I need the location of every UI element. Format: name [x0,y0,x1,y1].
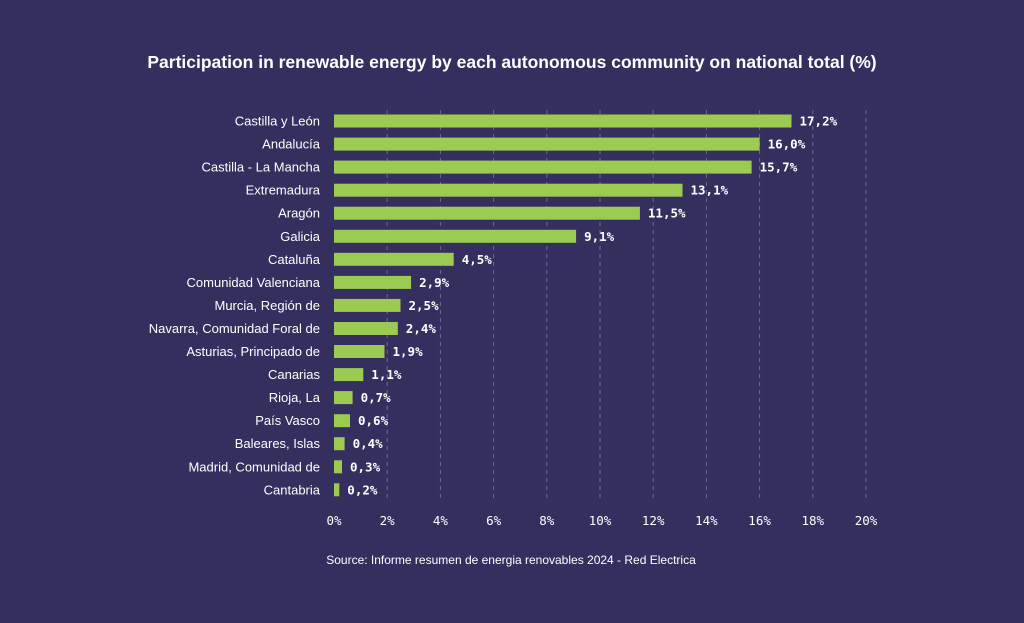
value-label: 2,9% [419,275,450,290]
category-label: Galicia [280,229,321,244]
value-label: 2,5% [409,298,440,313]
category-label: Madrid, Comunidad de [188,459,320,474]
category-label: Castilla y León [235,114,320,129]
category-label: Baleares, Islas [235,436,321,451]
x-tick-label: 4% [433,513,449,528]
value-label: 9,1% [584,229,615,244]
bar [334,252,454,266]
value-label: 17,2% [800,114,838,129]
grid-lines [386,110,867,501]
bar [334,206,640,220]
bar [334,275,412,289]
category-label: Castilla - La Mancha [202,160,321,175]
category-label: Canarias [268,367,321,382]
value-label: 1,9% [393,344,424,359]
x-axis-tick-labels: 0% 2% 4% 6% 8% 10% 12% 14% 16% 18% 20% [326,513,877,528]
category-label: Cataluña [268,252,321,267]
value-label: 16,0% [768,137,806,152]
value-label: 13,1% [691,183,729,198]
category-label: Andalucía [262,137,321,152]
x-tick-label: 2% [380,513,396,528]
category-label: Murcia, Región de [215,298,321,313]
value-label: 0,3% [350,459,381,474]
bar [334,137,760,151]
x-tick-label: 18% [802,513,825,528]
value-label: 11,5% [648,206,686,221]
category-labels: Castilla y León Andalucía Castilla - La Ma… [149,114,321,498]
value-labels: 17,2% 16,0% 15,7% 13,1% 11,5% 9,1% 4,5% 2,9% 2,5… [347,114,837,498]
value-label: 0,4% [353,436,384,451]
category-label: Comunidad Valenciana [187,275,321,290]
value-label: 0,7% [361,390,392,405]
source-note: Source: Informe resumen de energia renov… [326,553,696,567]
bar [334,414,350,428]
x-tick-label: 20% [855,513,878,528]
x-tick-label: 16% [748,513,771,528]
value-label: 4,5% [462,252,493,267]
x-tick-label: 0% [326,513,342,528]
bar [334,322,398,335]
value-label: 1,1% [371,367,402,382]
bar [334,183,683,197]
x-tick-label: 10% [589,513,612,528]
category-label: Navarra, Comunidad Foral de [149,321,320,336]
x-tick-label: 12% [642,513,665,528]
bar [334,298,401,312]
bar [334,460,342,474]
value-label: 0,2% [347,482,378,497]
bars [334,114,792,497]
category-label: Cantabria [264,482,321,497]
bar [334,229,577,243]
chart-title: Participation in renewable energy by eac… [147,52,876,72]
bar [334,368,364,382]
value-label: 0,6% [358,413,389,428]
bar [334,160,752,174]
x-tick-label: 8% [539,513,555,528]
x-tick-label: 6% [486,513,502,528]
category-label: Extremadura [246,183,321,198]
bar [334,437,345,451]
x-tick-label: 14% [695,513,718,528]
bar [334,483,340,497]
bar [334,114,792,128]
value-label: 2,4% [406,321,437,336]
bar [334,345,385,358]
bar [334,391,353,405]
category-label: Rioja, La [269,390,321,405]
category-label: Aragón [278,206,320,221]
category-label: Asturias, Principado de [186,344,320,359]
category-label: País Vasco [255,413,320,428]
value-label: 15,7% [760,160,798,175]
